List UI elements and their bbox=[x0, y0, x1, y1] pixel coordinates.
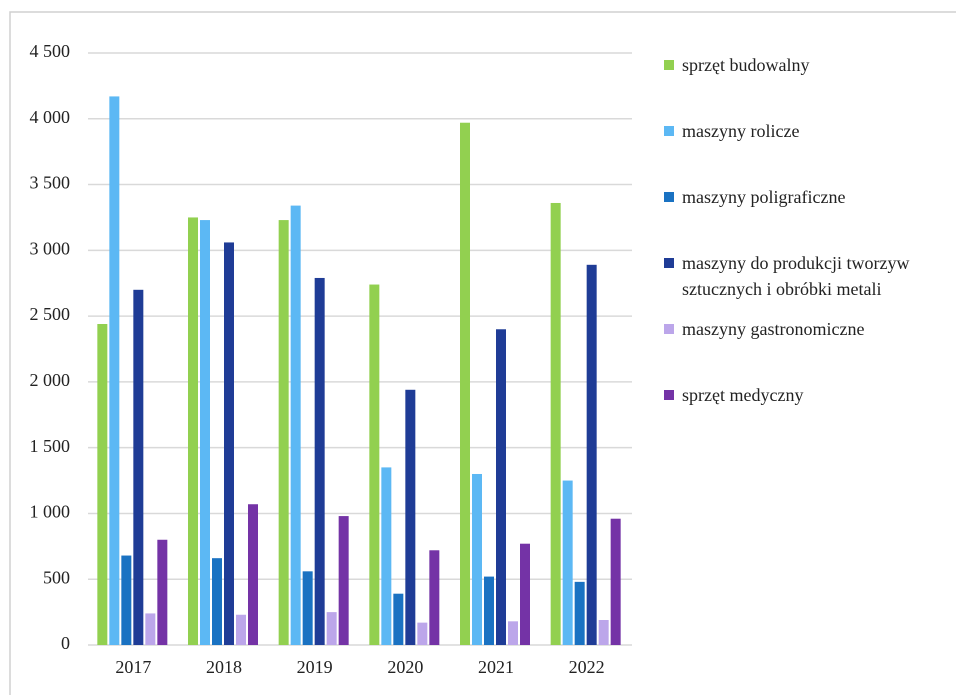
y-tick-label: 2 000 bbox=[30, 370, 71, 390]
bar bbox=[157, 539, 168, 645]
y-tick-label: 2 500 bbox=[30, 304, 71, 324]
y-tick-label: 1 500 bbox=[30, 436, 71, 456]
legend: sprzęt budowalny maszyny rolicze maszyny p… bbox=[664, 52, 944, 448]
bar bbox=[496, 329, 506, 645]
y-tick-label: 3 500 bbox=[30, 173, 71, 193]
bar bbox=[381, 467, 392, 645]
bar bbox=[121, 555, 132, 645]
bar bbox=[562, 480, 573, 645]
bar bbox=[278, 220, 289, 645]
legend-item: maszyny gastronomiczne bbox=[664, 316, 944, 382]
bar bbox=[326, 612, 337, 645]
bar bbox=[338, 516, 349, 645]
legend-swatch bbox=[664, 126, 674, 136]
legend-item: maszyny do produkcji tworzyw sztucznych … bbox=[664, 250, 944, 316]
legend-swatch bbox=[664, 60, 674, 70]
bar bbox=[586, 264, 597, 645]
x-tick-label: 2018 bbox=[206, 657, 242, 677]
bar bbox=[369, 284, 380, 645]
x-tick-label: 2021 bbox=[478, 657, 514, 677]
bar bbox=[248, 504, 258, 645]
frame bbox=[9, 11, 956, 695]
bar bbox=[610, 518, 621, 645]
y-tick-label: 1 000 bbox=[30, 502, 71, 522]
bar bbox=[484, 576, 494, 645]
legend-label: maszyny gastronomiczne bbox=[682, 319, 865, 339]
legend-item: sprzęt medyczny bbox=[664, 382, 944, 448]
y-tick-label: 4 000 bbox=[30, 107, 71, 127]
legend-label: sprzęt medyczny bbox=[682, 385, 804, 405]
bar bbox=[417, 622, 428, 645]
legend-swatch bbox=[664, 192, 674, 202]
bar bbox=[472, 473, 482, 645]
bar bbox=[460, 122, 470, 646]
bar bbox=[598, 620, 609, 645]
bar bbox=[236, 614, 246, 645]
bar bbox=[145, 613, 156, 645]
legend-label: maszyny rolicze bbox=[682, 121, 800, 141]
y-tick-label: 4 500 bbox=[30, 41, 71, 61]
bar bbox=[133, 289, 144, 645]
x-tick-label: 2022 bbox=[569, 657, 605, 677]
bar bbox=[109, 96, 120, 645]
x-tick-label: 2017 bbox=[115, 657, 151, 677]
legend-item: maszyny poligraficzne bbox=[664, 184, 944, 250]
bar bbox=[224, 242, 234, 645]
bar bbox=[520, 543, 530, 645]
legend-swatch bbox=[664, 390, 674, 400]
bar bbox=[405, 389, 416, 645]
bar bbox=[314, 277, 325, 645]
legend-label: maszyny poligraficzne bbox=[682, 187, 846, 207]
legend-item: maszyny rolicze bbox=[664, 118, 944, 184]
bar bbox=[212, 558, 222, 645]
y-tick-label: 0 bbox=[61, 633, 70, 653]
bar bbox=[393, 593, 404, 645]
bar bbox=[302, 571, 313, 645]
x-tick-label: 2020 bbox=[387, 657, 423, 677]
y-tick-label: 500 bbox=[43, 567, 70, 587]
bar bbox=[574, 581, 585, 645]
y-tick-label: 3 000 bbox=[30, 238, 71, 258]
legend-swatch bbox=[664, 258, 674, 268]
bar bbox=[508, 621, 518, 645]
bar bbox=[200, 220, 210, 645]
x-tick-label: 2019 bbox=[297, 657, 333, 677]
bar bbox=[97, 324, 108, 645]
bar bbox=[188, 217, 198, 645]
bar bbox=[429, 550, 440, 645]
legend-item: sprzęt budowalny bbox=[664, 52, 944, 118]
bar bbox=[290, 205, 301, 646]
legend-label: sprzęt budowalny bbox=[682, 55, 810, 75]
legend-swatch bbox=[664, 324, 674, 334]
legend-label: maszyny do produkcji tworzyw sztucznych … bbox=[682, 253, 910, 299]
bar bbox=[550, 202, 561, 645]
